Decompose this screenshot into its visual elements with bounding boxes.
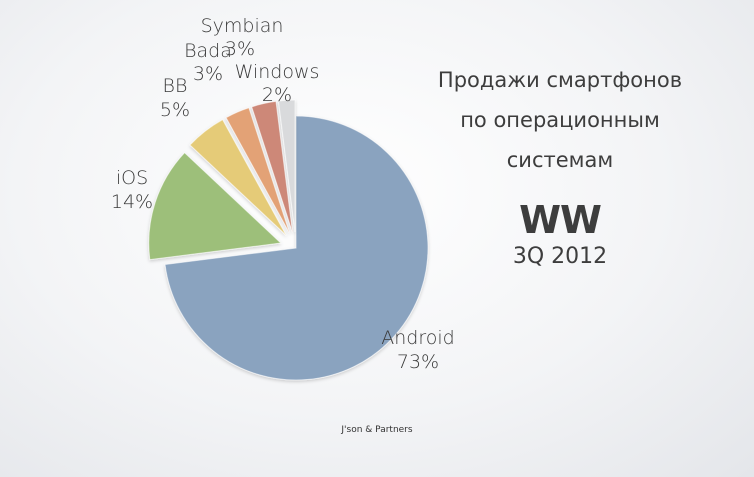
chart-title: Продажи смартфонов по операционным систе… [410,60,710,180]
slice-value-label: 3% [193,63,223,85]
slice-value-label: 3% [225,38,255,60]
slice-value-label: 73% [397,351,439,373]
pie-labels: Android73%iOS14%BB5%Bada3%Symbian3%Windo… [111,15,455,373]
slice-name-label: Windows [235,61,320,83]
slice-value-label: 5% [160,99,190,121]
chart-title-line: Продажи смартфонов [437,68,683,92]
slice-name-label: Bada [184,40,232,62]
pie-slice-windows [277,99,296,233]
pie-slice-bada [225,107,291,234]
pie-slice-ios [148,151,282,261]
region-label: WW [519,198,602,242]
chart-title-line: по операционным [460,108,660,132]
source-credit: J'son & Partners [341,425,413,435]
slice-value-label: 14% [111,191,153,213]
slice-name-label: Symbian [201,15,284,37]
chart-title-line: системам [506,148,614,172]
pie-slice-symbian [251,100,294,233]
pie-slice-bb [189,119,287,236]
period-label: 3Q 2012 [512,244,608,269]
slice-name-label: Android [381,327,454,349]
pie-slice-android [164,115,429,381]
slice-name-label: iOS [116,167,148,189]
slice-value-label: 2% [262,84,292,106]
pie-slices [148,99,429,381]
slice-name-label: BB [163,75,188,97]
